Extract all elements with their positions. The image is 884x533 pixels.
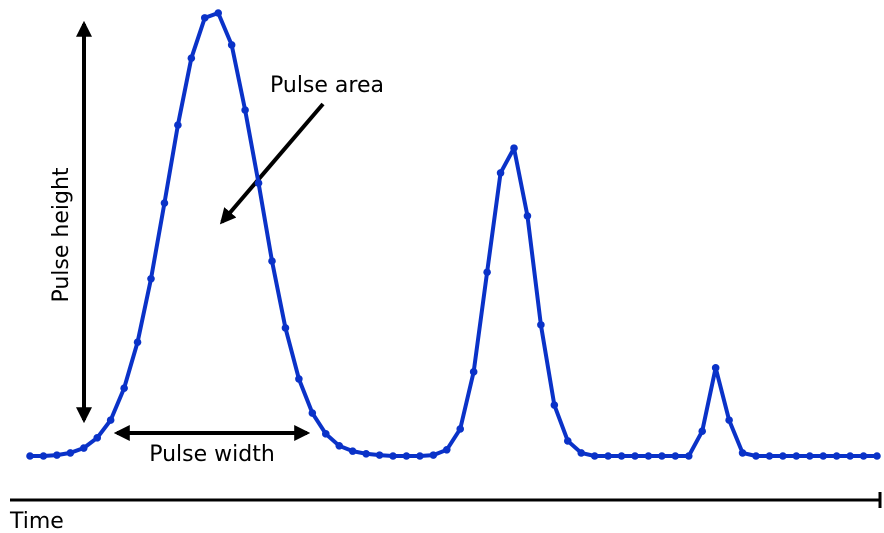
pulse-point [66,449,75,457]
pulse-point [765,452,774,460]
pulse-point [268,257,276,265]
pulse-point [295,375,303,383]
pulse-point [402,452,411,460]
pulse-point [133,338,142,346]
pulse-point [684,452,693,460]
pulse-point [483,268,491,276]
x-axis-label: Time [9,509,64,533]
pulse-point [738,449,747,457]
pulse-line [30,11,877,458]
pulse-point [590,452,599,460]
pulse-point [120,384,128,393]
area-arrow [219,102,325,225]
pulse-point [792,452,801,460]
width-label: Pulse width [149,442,275,467]
pulse-point [805,452,814,460]
pulse-point [200,14,209,22]
pulse-point [537,321,545,329]
area-label: Pulse area [270,73,384,98]
pulse-point [53,451,61,459]
pulse-point [147,275,155,283]
pulse-point [187,54,196,62]
pulse-point [429,451,438,459]
pulse-point [160,199,169,207]
pulse-point [375,451,384,459]
pulse-point [604,452,612,460]
pulse-point [106,416,115,424]
pulse-point [335,442,344,450]
pulse-point [79,444,88,452]
pulse-point [644,452,653,460]
pulse-point [523,212,532,220]
pulse-point [389,452,397,460]
pulse-point [631,452,639,460]
pulse-point [214,9,223,17]
pulse-point [416,452,424,460]
pulse-point [617,452,626,460]
pulse-point [510,144,518,152]
pulse-point [563,437,572,445]
pulse-point [442,445,451,454]
pulse-point [469,368,478,376]
pulse-point [308,409,317,417]
pulse-point [859,452,868,460]
pulse-point [362,449,370,458]
pulse-point [658,452,666,460]
pulse-point [93,434,102,442]
pulse-point [832,452,841,460]
pulse-point [174,121,182,129]
pulse-point [348,447,357,455]
pulse-point [698,427,707,435]
height-label: Pulse height [49,167,74,302]
pulse-point [26,452,34,460]
pulse-point [752,452,760,460]
pulse-point [227,41,236,49]
pulse-point [819,452,828,460]
pulse-point [846,452,854,460]
pulse-point [779,452,787,460]
pulse-point [577,449,586,457]
pulse-point [281,324,290,332]
pulse-point [550,401,559,409]
pulse-point [671,452,680,460]
pulse-point [873,452,881,460]
pulse-point [241,106,249,114]
pulse-point [456,425,465,433]
pulse-point [321,430,330,438]
pulse-point [39,452,48,460]
pulse-point [254,179,263,187]
pulse-point [725,416,733,424]
pulse-point [496,169,505,177]
pulse-point [711,364,720,372]
